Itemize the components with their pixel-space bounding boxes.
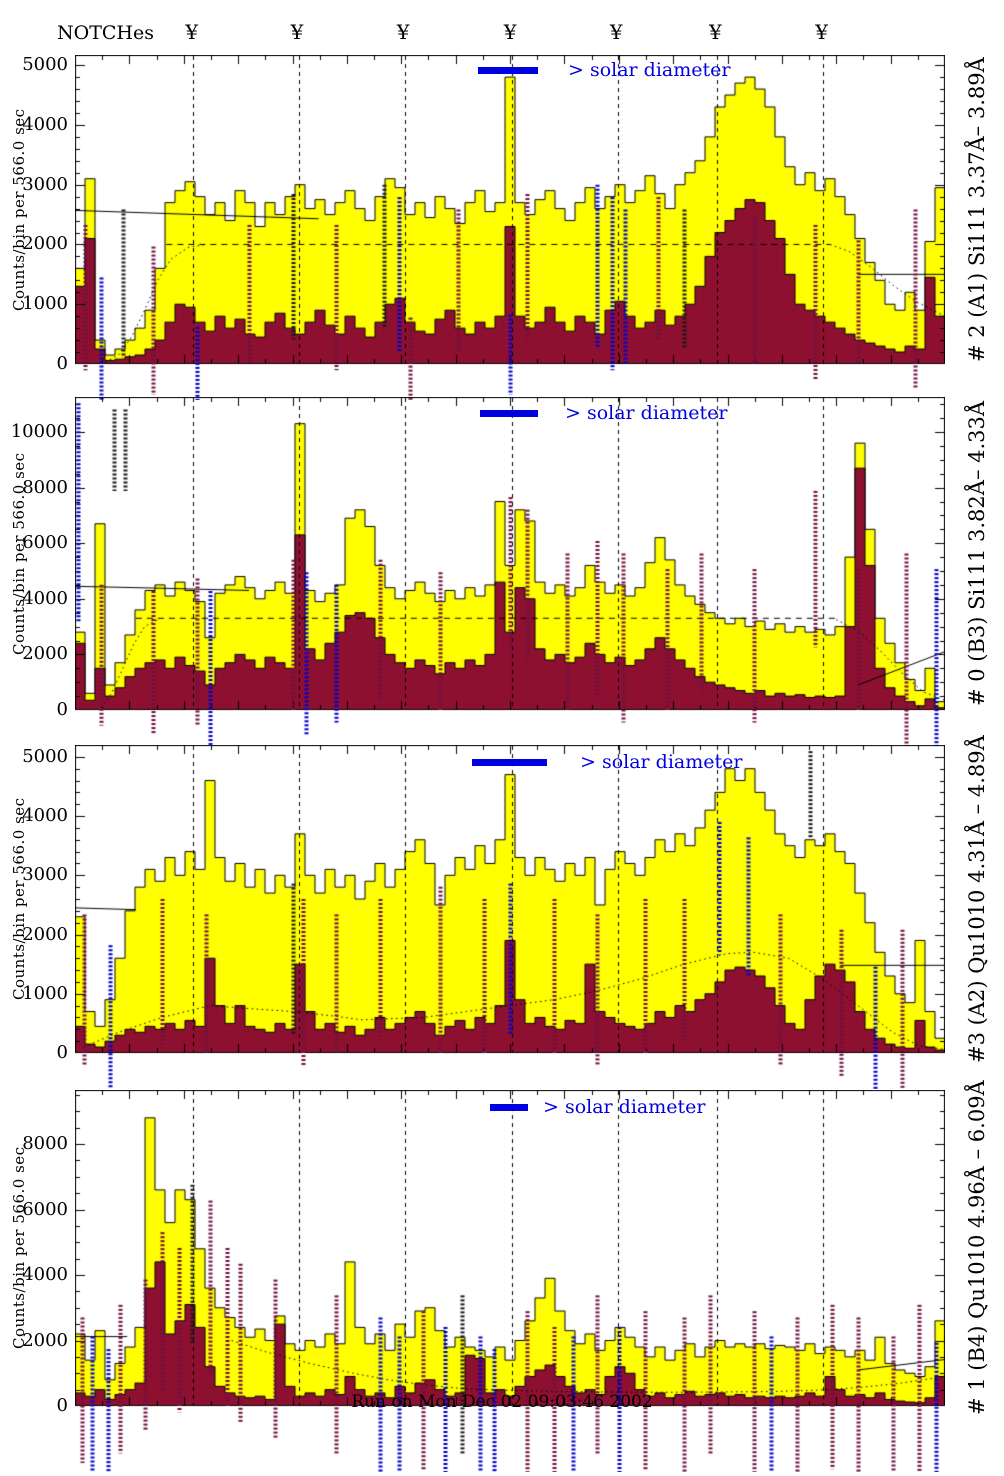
- solar-diameter-legend-label: > solar diameter: [568, 59, 731, 81]
- solar-diameter-legend-label: > solar diameter: [580, 751, 743, 773]
- notch-marker-icon: ¥: [709, 20, 722, 44]
- y-tick-label: 8000: [22, 1133, 68, 1155]
- y-tick-label: 3000: [22, 864, 68, 886]
- solar-diameter-legend-label: > solar diameter: [543, 1096, 706, 1118]
- y-axis-label: Counts/bin per 566.0 sec: [10, 797, 28, 1001]
- channel-label: # 1 (B4) Qu1010 4.96Å – 6.09Å: [965, 1080, 989, 1416]
- y-tick-label: 6000: [22, 1198, 68, 1220]
- y-tick-label: 4000: [22, 113, 68, 135]
- y-tick-label: 2000: [22, 643, 68, 665]
- solar-diameter-scale-bar: [480, 410, 538, 417]
- y-axis-label: Counts/bin per 566.0 sec: [10, 452, 28, 655]
- solar-diameter-scale-bar: [471, 759, 548, 766]
- y-tick-label: 0: [56, 353, 68, 374]
- y-tick-label: 6000: [22, 532, 68, 554]
- run-timestamp: Run on Mon Dec 02 09:03:46 2002: [351, 1392, 653, 1412]
- y-tick-label: 4000: [22, 1264, 68, 1285]
- y-axis-label: Counts/bin per 566.0 sec: [10, 1146, 28, 1350]
- y-tick-label: 10000: [10, 421, 68, 443]
- y-tick-label: 4000: [22, 587, 68, 609]
- y-tick-label: 1000: [22, 982, 68, 1004]
- notch-marker-icon: ¥: [815, 20, 828, 44]
- y-tick-label: 2000: [22, 923, 68, 945]
- y-tick-label: 1000: [22, 293, 68, 315]
- y-tick-label: 4000: [22, 805, 68, 827]
- notch-marker-icon: ¥: [290, 20, 304, 44]
- y-tick-label: 8000: [22, 476, 68, 498]
- y-axis-label: Counts/bin per 566.0 sec: [10, 108, 28, 311]
- notch-marker-icon: ¥: [503, 20, 517, 44]
- notches-label: NOTCHes: [57, 22, 154, 44]
- y-tick-label: 5000: [22, 745, 68, 767]
- plot-canvas-2: [75, 397, 945, 746]
- channel-label: #3 (A2) Qu1010 4.31Å – 4.89Å: [965, 735, 989, 1063]
- solar-diameter-scale-bar: [489, 1104, 529, 1111]
- y-tick-label: 2000: [22, 1329, 68, 1351]
- y-tick-label: 2000: [22, 233, 68, 255]
- plot-canvas-4: [75, 1090, 945, 1472]
- plot-canvas-3: [75, 745, 945, 1089]
- y-tick-label: 0: [56, 699, 68, 720]
- plot-canvas-1: [75, 55, 945, 400]
- solar-diameter-scale-bar: [477, 67, 538, 74]
- y-tick-label: 0: [56, 1395, 68, 1416]
- y-tick-label: 0: [56, 1042, 68, 1063]
- channel-label: # 2 (A1) Si111 3.37Å– 3.89Å: [965, 57, 989, 362]
- notch-marker-icon: ¥: [185, 20, 199, 44]
- y-tick-label: 3000: [22, 173, 68, 195]
- solar-diameter-legend-label: > solar diameter: [565, 402, 728, 424]
- channel-label: # 0 (B3) Si111 3.82Å– 4.33Å: [965, 400, 989, 707]
- notch-marker-row: ¥ ¥ ¥ ¥ ¥ ¥ ¥: [0, 0, 1004, 50]
- y-tick-label: 5000: [22, 54, 68, 76]
- notch-marker-icon: ¥: [396, 20, 410, 44]
- notch-marker-icon: ¥: [609, 20, 623, 44]
